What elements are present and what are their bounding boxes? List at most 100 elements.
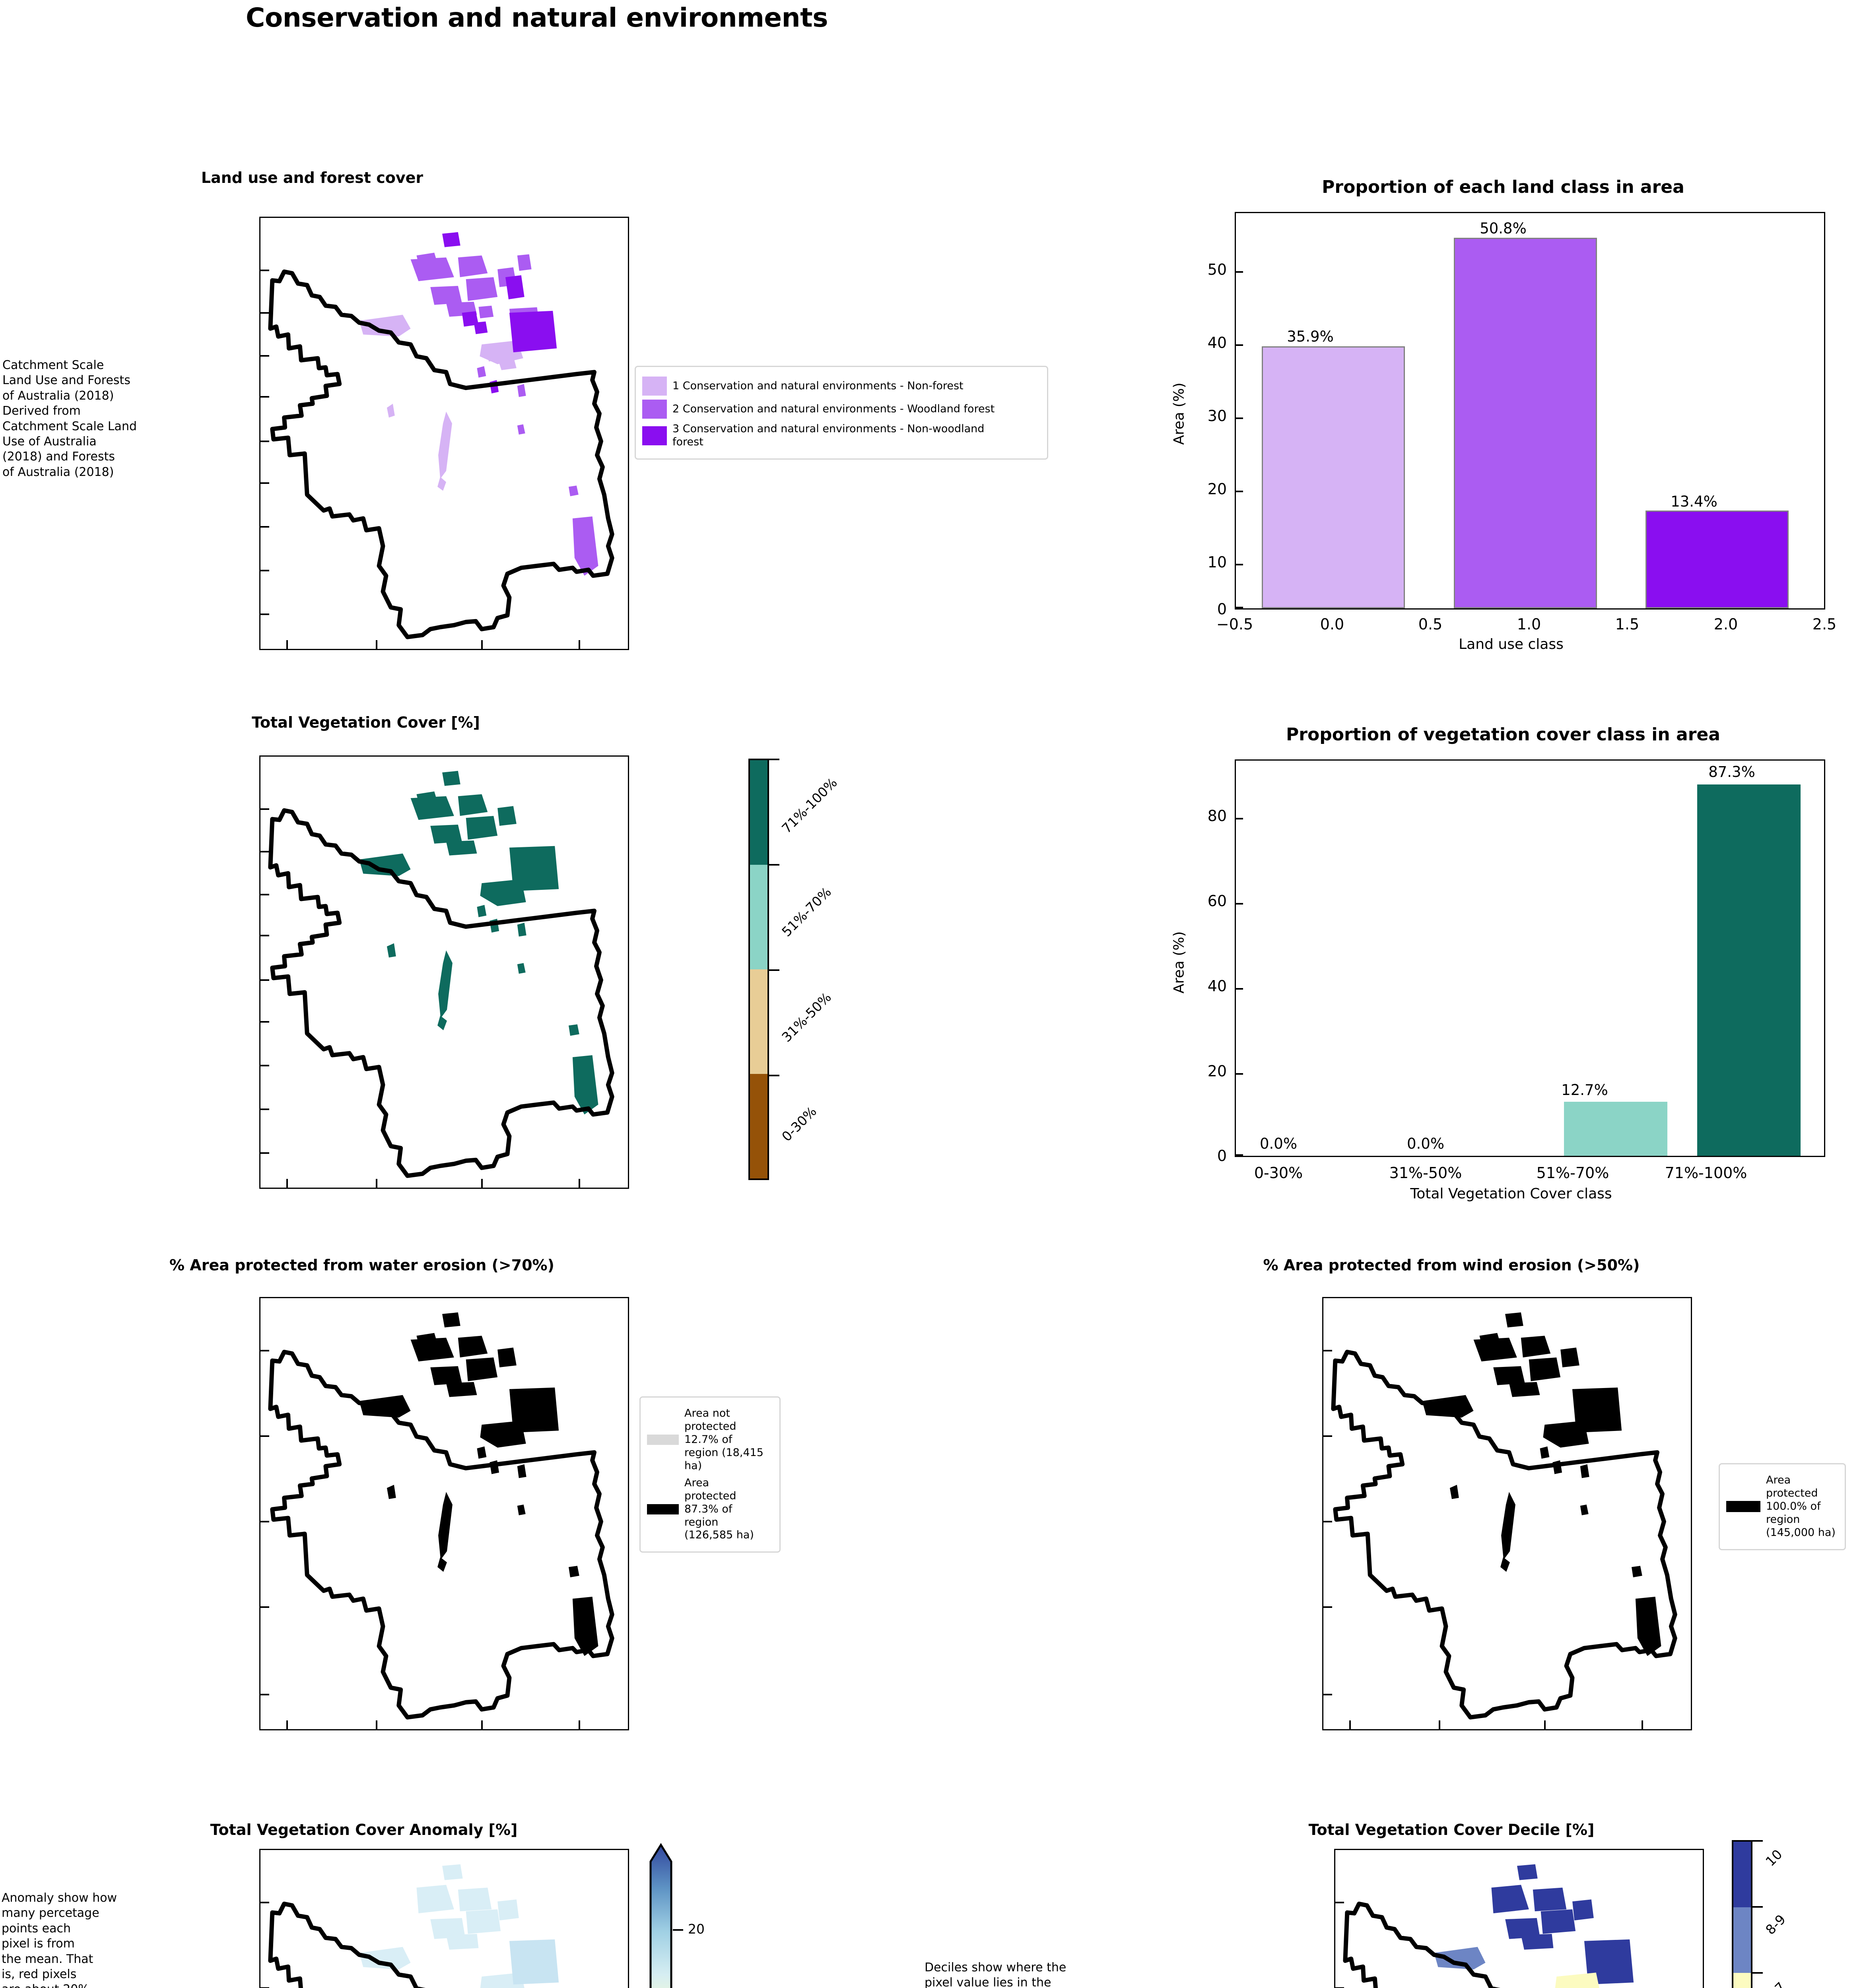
x-tick-4: 1.5: [1615, 615, 1640, 633]
veg-class-bar-chart: Proportion of vegetation cover class in …: [1153, 716, 1853, 1229]
legend-item: 1 Conservation and natural environments …: [642, 377, 1041, 396]
colorbar-seg-8-9: [1733, 1907, 1751, 1973]
y-tick-0: 0: [1217, 600, 1227, 618]
anomaly-colorbar: [649, 1838, 673, 1988]
legend-item: 2 Conservation and natural environments …: [642, 400, 1041, 419]
decile-side-note: Deciles show where the pixel value lies …: [925, 1961, 1067, 1988]
decile-label-4-7: 4-7: [1762, 1979, 1789, 1988]
anomaly-side-note: Anomaly show how many percetage points e…: [2, 1891, 117, 1988]
land-class-bar-chart: Proportion of each land class in area 35…: [1153, 167, 1853, 656]
bar-value-label-2: 13.4%: [1671, 493, 1717, 510]
plot-area: [1235, 212, 1825, 610]
anomaly-tick-20: 20: [688, 1921, 705, 1937]
legend-label-not-protected: Area not protected 12.7% of region (18,4…: [684, 1407, 763, 1472]
land-use-legend: 1 Conservation and natural environments …: [635, 366, 1048, 460]
x-axis-label: Land use class: [1459, 636, 1564, 652]
land-use-map[interactable]: [259, 217, 629, 650]
wind-erosion-map[interactable]: [1322, 1297, 1692, 1730]
legend-swatch-protected: [1726, 1501, 1760, 1512]
y-axis-label: Area (%): [1171, 931, 1187, 994]
anomaly-map-title: Total Vegetation Cover Anomaly [%]: [210, 1821, 518, 1839]
legend-label-protected: Area protected 87.3% of region (126,585 …: [684, 1476, 754, 1541]
bar-value-label-0: 0.0%: [1260, 1135, 1297, 1152]
colorbar-seg-71-100: [750, 760, 767, 865]
x-tick-5: 2.0: [1713, 615, 1738, 633]
bar-value-label-1: 0.0%: [1407, 1135, 1444, 1152]
x-tick-31-50: 31%-50%: [1389, 1164, 1462, 1182]
y-tick-50: 50: [1207, 261, 1227, 278]
bar-class-2[interactable]: [1645, 511, 1789, 608]
y-tick-40: 40: [1207, 977, 1227, 995]
bar-veg-51-70[interactable]: [1564, 1102, 1667, 1156]
colorbar-seg-31-50: [750, 969, 767, 1074]
veg-cover-map-title: Total Vegetation Cover [%]: [252, 714, 480, 731]
colorbar-seg-10: [1733, 1842, 1751, 1907]
x-tick-1: 0.0: [1320, 615, 1344, 633]
decile-colorbar: [1732, 1840, 1752, 1988]
x-tick-0-30: 0-30%: [1254, 1164, 1303, 1182]
x-tick-6: 2.5: [1812, 615, 1837, 633]
legend-swatch-protected: [647, 1504, 679, 1515]
colorbar-label-71-100: 71%-100%: [779, 775, 840, 837]
anomaly-map[interactable]: [259, 1849, 629, 1988]
legend-item: 3 Conservation and natural environments …: [642, 423, 1041, 449]
chart-title: Proportion of vegetation cover class in …: [1286, 724, 1720, 745]
legend-swatch-class3: [642, 426, 667, 445]
page-title: Conservation and natural environments: [245, 2, 828, 33]
water-erosion-legend: Area not protected 12.7% of region (18,4…: [639, 1396, 781, 1553]
y-tick-10: 10: [1207, 553, 1227, 571]
x-axis-label: Total Vegetation Cover class: [1410, 1186, 1612, 1202]
wind-erosion-legend: Area protected 100.0% of region (145,000…: [1719, 1463, 1846, 1550]
bar-class-1[interactable]: [1454, 238, 1597, 608]
bar-value-label-3: 87.3%: [1708, 763, 1755, 780]
legend-swatch-not-protected: [647, 1435, 679, 1445]
legend-label-class2: 2 Conservation and natural environments …: [672, 402, 995, 415]
water-erosion-map-title: % Area protected from water erosion (>70…: [169, 1256, 555, 1274]
legend-label-protected: Area protected 100.0% of region (145,000…: [1766, 1474, 1836, 1539]
colorbar-seg-51-70: [750, 865, 767, 969]
veg-cover-colorbar: [748, 759, 769, 1180]
x-tick-3: 1.0: [1517, 615, 1541, 633]
legend-item: Area protected 100.0% of region (145,000…: [1726, 1474, 1838, 1540]
colorbar-seg-0-30: [750, 1074, 767, 1178]
legend-label-class1: 1 Conservation and natural environments …: [672, 379, 964, 392]
y-axis-label: Area (%): [1171, 382, 1187, 445]
decile-label-8-9: 8-9: [1762, 1911, 1789, 1938]
legend-swatch-class1: [642, 377, 667, 396]
y-tick-20: 20: [1207, 480, 1227, 498]
x-tick-51-70: 51%-70%: [1536, 1164, 1609, 1182]
y-tick-80: 80: [1207, 807, 1227, 825]
bar-value-label-1: 50.8%: [1480, 220, 1527, 237]
y-tick-60: 60: [1207, 892, 1227, 910]
bar-veg-71-100[interactable]: [1697, 784, 1801, 1156]
colorbar-label-0-30: 0-30%: [779, 1103, 820, 1145]
bar-value-label-2: 12.7%: [1561, 1081, 1608, 1099]
legend-item: Area not protected 12.7% of region (18,4…: [647, 1407, 773, 1473]
legend-label-class3: 3 Conservation and natural environments …: [672, 423, 985, 448]
y-tick-0: 0: [1217, 1147, 1227, 1165]
water-erosion-map[interactable]: [259, 1297, 629, 1730]
legend-swatch-class2: [642, 400, 667, 419]
decile-map[interactable]: [1334, 1849, 1704, 1988]
colorbar-seg-4-7: [1733, 1973, 1751, 1988]
x-tick-71-100: 71%-100%: [1665, 1164, 1747, 1182]
plot-area: [1235, 759, 1825, 1157]
colorbar-label-31-50: 31%-50%: [779, 989, 834, 1045]
decile-label-10: 10: [1762, 1846, 1785, 1870]
x-tick-0: −0.5: [1216, 615, 1253, 633]
y-tick-40: 40: [1207, 334, 1227, 351]
x-tick-2: 0.5: [1418, 615, 1443, 633]
legend-item: Area protected 87.3% of region (126,585 …: [647, 1477, 773, 1542]
veg-cover-map[interactable]: [259, 755, 629, 1189]
y-tick-30: 30: [1207, 407, 1227, 425]
bar-value-label-0: 35.9%: [1287, 328, 1334, 345]
land-use-map-title: Land use and forest cover: [201, 169, 424, 186]
wind-erosion-map-title: % Area protected from wind erosion (>50%…: [1263, 1256, 1640, 1274]
land-use-side-note: Catchment Scale Land Use and Forests of …: [2, 358, 137, 479]
decile-map-title: Total Vegetation Cover Decile [%]: [1308, 1821, 1595, 1839]
bar-class-0[interactable]: [1262, 346, 1405, 608]
chart-title: Proportion of each land class in area: [1322, 177, 1684, 197]
colorbar-label-51-70: 51%-70%: [779, 884, 834, 940]
y-tick-20: 20: [1207, 1062, 1227, 1080]
